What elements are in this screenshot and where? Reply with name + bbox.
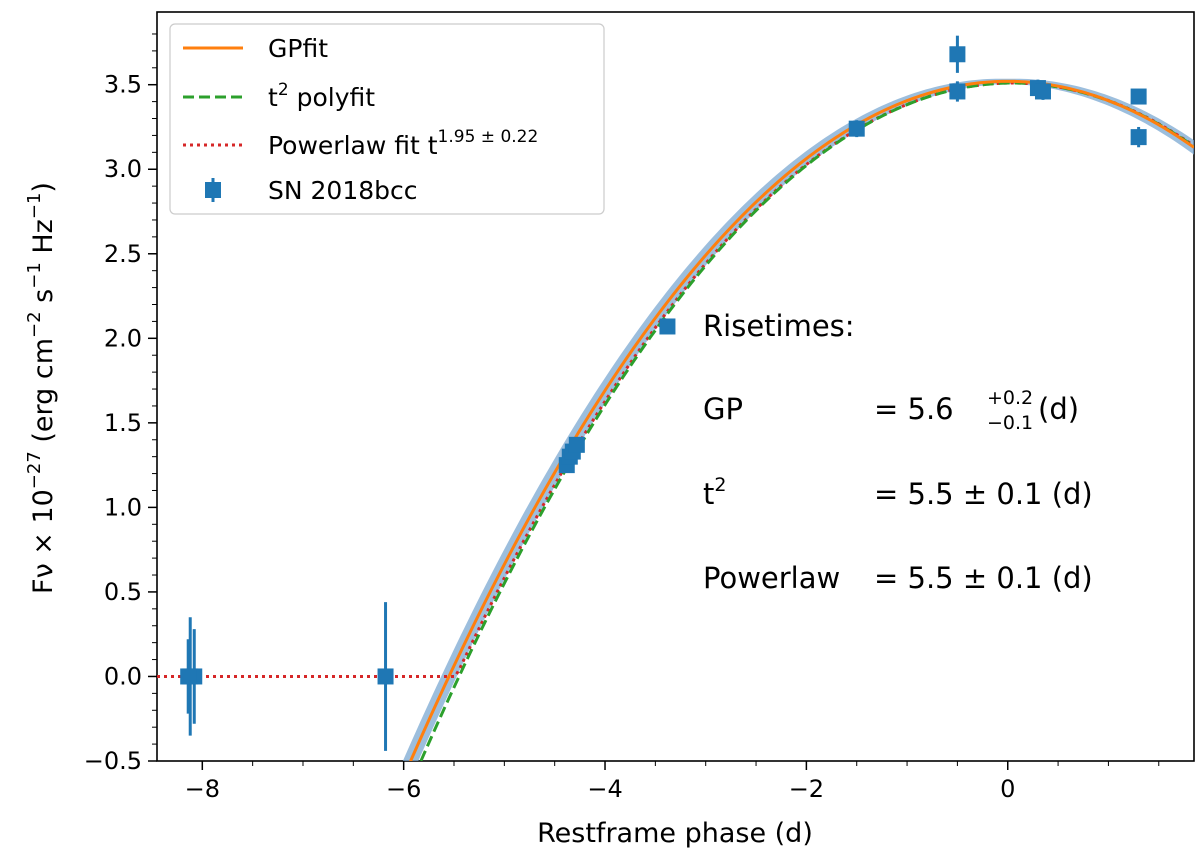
risetime-t2-label: t2 xyxy=(703,474,726,511)
y-tick-label: 2.5 xyxy=(104,240,142,268)
risetime-powerlaw-label: Powerlaw xyxy=(703,561,840,595)
risetime-powerlaw-value: = 5.5 ± 0.1 (d) xyxy=(874,561,1093,595)
data-points xyxy=(180,35,1147,751)
legend-label-gpfit: GPfit xyxy=(268,34,328,63)
y-tick-label: 0.0 xyxy=(104,662,142,690)
risetime-gp-value: = 5.6 xyxy=(874,392,954,426)
data-point xyxy=(949,46,966,63)
legend-label-powerlaw: Powerlaw fit t1.95 ± 0.22 xyxy=(268,127,538,160)
y-axis-label: Fν × 10−27 (erg cm−2 s−1 Hz−1) xyxy=(24,182,59,594)
y-tick-label: 3.0 xyxy=(104,155,142,183)
data-point xyxy=(1034,83,1051,100)
risetime-title: Risetimes: xyxy=(703,309,855,343)
x-tick-label: −2 xyxy=(789,775,824,803)
y-tick-label: 1.5 xyxy=(104,409,142,437)
x-tick-label: 0 xyxy=(1000,775,1015,803)
risetime-gp-unit: (d) xyxy=(1038,392,1079,426)
data-point xyxy=(1130,88,1147,105)
legend: GPfit t2 polyfit Powerlaw fit t1.95 ± 0.… xyxy=(169,23,605,215)
legend-box xyxy=(169,23,605,215)
x-axis-label: Restframe phase (d) xyxy=(537,818,813,849)
y-tick-label: 3.5 xyxy=(104,71,142,99)
gp-fit-line xyxy=(408,79,1194,761)
y-tick-label: 0.5 xyxy=(104,578,142,606)
y-tick-label: −0.5 xyxy=(84,747,142,775)
fit-lines xyxy=(157,79,1194,761)
x-tick-label: −6 xyxy=(386,775,421,803)
x-tick-label: −4 xyxy=(587,775,622,803)
risetime-gp-lower: −0.1 xyxy=(987,412,1033,434)
data-point xyxy=(949,83,966,100)
y-tick-label: 1.0 xyxy=(104,493,142,521)
y-tick-label: 2.0 xyxy=(104,324,142,352)
risetime-gp-upper: +0.2 xyxy=(987,387,1033,409)
risetime-gp-label: GP xyxy=(703,392,743,426)
legend-swatch-data-marker xyxy=(205,182,221,198)
legend-label-data: SN 2018bcc xyxy=(268,176,418,205)
data-point xyxy=(568,436,585,453)
x-axis: −8 −6 −4 −2 0 xyxy=(185,761,1160,803)
polyfit-line xyxy=(419,81,1194,761)
data-point xyxy=(1130,129,1147,146)
data-point xyxy=(377,668,394,685)
x-tick-label: −8 xyxy=(185,775,220,803)
y-axis: −0.5 0.0 0.5 1.0 1.5 2.0 2.5 3.0 3.5 xyxy=(84,33,157,775)
risetime-annotation: Risetimes: GP = 5.6 +0.2 −0.1 (d) t2 = 5… xyxy=(703,309,1093,595)
data-point xyxy=(180,668,197,685)
legend-label-polyfit: t2 polyfit xyxy=(268,80,375,112)
data-point xyxy=(659,318,676,335)
data-point xyxy=(848,120,865,137)
risetime-t2-value: = 5.5 ± 0.1 (d) xyxy=(874,477,1093,511)
